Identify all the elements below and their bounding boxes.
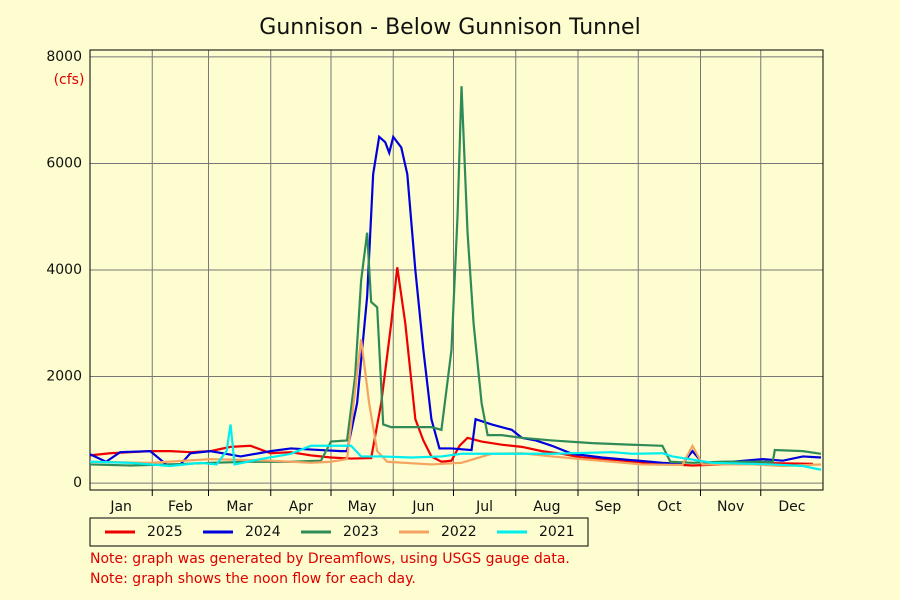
line-series <box>89 339 822 468</box>
y-tick-label: 2000 <box>46 369 82 385</box>
x-tick-label: Apr <box>289 499 313 515</box>
x-tick-label: Feb <box>168 499 193 515</box>
legend-label: 2023 <box>343 524 379 540</box>
plot-frame <box>89 49 824 491</box>
legend-label: 2022 <box>441 524 477 540</box>
legend <box>89 517 589 547</box>
note: Note: graph was generated by Dreamflows,… <box>90 551 570 567</box>
line-series <box>89 267 813 467</box>
y-tick-label: 4000 <box>46 262 82 278</box>
y-tick-label: 0 <box>73 475 82 491</box>
x-tick-label: Jan <box>109 499 132 515</box>
x-tick-label: Aug <box>533 499 560 515</box>
x-tick-label: Oct <box>657 499 682 515</box>
legend-label: 2021 <box>539 524 575 540</box>
chart-title: Gunnison - Below Gunnison Tunnel <box>259 15 640 40</box>
x-tick-label: Sep <box>595 499 622 515</box>
line-series <box>89 86 822 467</box>
note: Note: graph shows the noon flow for each… <box>90 571 416 587</box>
y-unit: (cfs) <box>54 72 85 88</box>
x-tick-label: May <box>348 499 377 515</box>
x-tick-label: Nov <box>717 499 744 515</box>
x-tick-label: Dec <box>778 499 805 515</box>
x-tick-label: Jul <box>475 499 493 515</box>
line-series <box>89 134 822 466</box>
legend-label: 2024 <box>245 524 281 540</box>
legend-label: 2025 <box>147 524 183 540</box>
x-tick-label: Jun <box>411 499 434 515</box>
x-tick-label: Mar <box>226 499 253 515</box>
y-tick-label: 6000 <box>46 155 82 171</box>
line-series <box>89 424 822 471</box>
y-tick-label: 8000 <box>46 49 82 65</box>
